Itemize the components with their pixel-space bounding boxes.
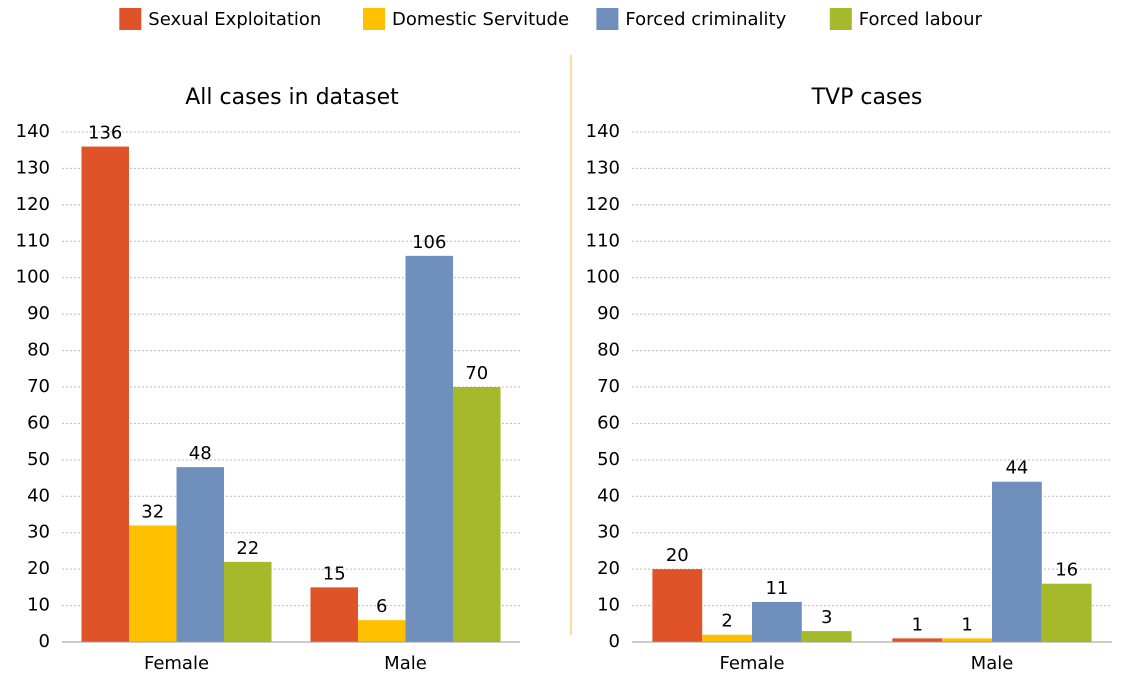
value-label: 3: [821, 607, 832, 628]
bar: [892, 638, 943, 642]
value-label: 20: [666, 545, 689, 566]
bar: [1041, 583, 1092, 642]
legend-label: Sexual Exploitation: [148, 9, 321, 30]
bar: [81, 146, 129, 643]
y-tick-label: 70: [597, 376, 620, 397]
bar: [176, 467, 225, 642]
value-label: 2: [721, 611, 732, 632]
value-label: 44: [1005, 458, 1028, 479]
y-tick-label: 70: [27, 376, 50, 397]
legend-swatch: [363, 8, 385, 30]
y-tick-label: 120: [586, 194, 620, 215]
value-label: 11: [765, 578, 788, 599]
legend-swatch: [596, 8, 619, 30]
bar: [357, 620, 406, 642]
bar: [702, 634, 752, 642]
y-tick-label: 130: [16, 157, 50, 178]
y-tick-label: 60: [27, 412, 50, 433]
x-tick-label: Female: [719, 653, 784, 674]
bar: [453, 387, 501, 642]
y-tick-label: 50: [27, 449, 50, 470]
y-tick-label: 140: [16, 121, 50, 142]
y-tick-label: 40: [27, 485, 50, 506]
x-tick-label: Male: [384, 653, 427, 674]
value-label: 106: [412, 232, 446, 253]
bar: [992, 481, 1042, 642]
value-label: 1: [912, 614, 923, 635]
bar: [652, 569, 703, 642]
value-label: 136: [88, 123, 122, 144]
y-tick-label: 0: [609, 631, 620, 652]
y-tick-label: 110: [586, 230, 620, 251]
y-tick-label: 120: [16, 194, 50, 215]
bar: [942, 638, 992, 642]
y-tick-label: 100: [16, 267, 50, 288]
legend-swatch: [829, 8, 852, 30]
value-label: 16: [1055, 560, 1078, 581]
bar: [310, 587, 358, 642]
y-tick-label: 90: [597, 303, 620, 324]
x-tick-label: Male: [971, 653, 1014, 674]
y-tick-label: 30: [27, 522, 50, 543]
y-tick-label: 100: [586, 267, 620, 288]
value-label: 6: [376, 596, 387, 617]
value-label: 1: [961, 614, 972, 635]
value-label: 32: [141, 501, 164, 522]
y-tick-label: 20: [27, 558, 50, 579]
y-tick-label: 40: [597, 485, 620, 506]
bar: [128, 525, 177, 642]
value-label: 48: [189, 443, 212, 464]
y-tick-label: 110: [16, 230, 50, 251]
y-tick-label: 50: [597, 449, 620, 470]
legend-label: Domestic Servitude: [392, 9, 569, 30]
legend-label: Forced criminality: [625, 9, 786, 30]
y-tick-label: 130: [586, 157, 620, 178]
x-tick-label: Female: [144, 653, 209, 674]
y-tick-label: 30: [597, 522, 620, 543]
bar: [405, 255, 454, 642]
chart-title: TVP cases: [811, 85, 923, 110]
value-label: 22: [236, 538, 259, 559]
y-tick-label: 0: [39, 631, 50, 652]
y-tick-label: 60: [597, 412, 620, 433]
y-tick-label: 10: [27, 595, 50, 616]
value-label: 15: [323, 563, 346, 584]
y-tick-label: 10: [597, 595, 620, 616]
y-tick-label: 20: [597, 558, 620, 579]
legend-label: Forced labour: [859, 9, 983, 30]
chart-title: All cases in dataset: [185, 85, 399, 110]
bar: [752, 601, 802, 642]
bar: [801, 631, 852, 642]
y-tick-label: 140: [586, 121, 620, 142]
bar: [224, 561, 272, 642]
legend-swatch: [119, 8, 142, 30]
y-tick-label: 80: [27, 340, 50, 361]
y-tick-label: 80: [597, 340, 620, 361]
y-tick-label: 90: [27, 303, 50, 324]
value-label: 70: [465, 363, 488, 384]
